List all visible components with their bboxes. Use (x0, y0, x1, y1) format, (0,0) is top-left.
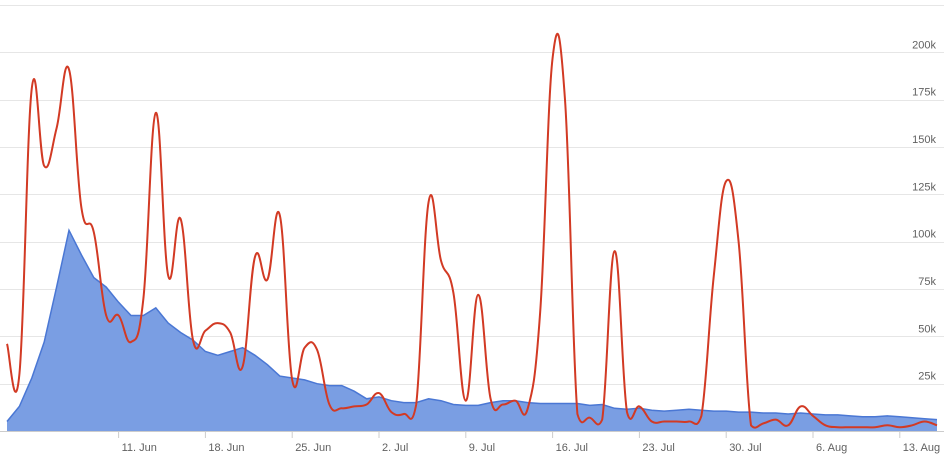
x-tick-label: 18. Jun (208, 442, 244, 454)
line-series-path (6, 33, 938, 429)
x-tick-label: 13. Aug (903, 442, 940, 454)
area-series (6, 228, 938, 431)
y-axis-labels: 25k 50k 75k 100k 125k 150k 175k 200k (912, 39, 936, 382)
x-tick-label: 30. Jul (729, 442, 761, 454)
y-tick-label: 200k (912, 39, 936, 51)
y-tick-label: 100k (912, 229, 936, 241)
area-outline (6, 228, 938, 422)
x-axis-labels: 11. Jun 18. Jun 25. Jun 2. Jul 9. Jul 16. Jul… (118, 431, 940, 454)
x-tick-label: 11. Jun (122, 442, 157, 454)
area-fill (7, 230, 937, 431)
y-tick-label: 50k (918, 323, 936, 335)
x-tick-label: 23. Jul (642, 442, 674, 454)
y-tick-label: 175k (912, 87, 936, 99)
line-series (6, 33, 938, 429)
y-tick-label: 125k (912, 181, 936, 193)
x-tick-label: 6. Aug (816, 442, 847, 454)
y-tick-label: 150k (912, 134, 936, 146)
x-tick-label: 2. Jul (382, 442, 408, 454)
x-tick-label: 25. Jun (295, 442, 331, 454)
y-tick-label: 75k (918, 276, 936, 288)
x-tick-label: 16. Jul (556, 442, 588, 454)
x-tick-label: 9. Jul (469, 442, 495, 454)
y-tick-label: 25k (918, 371, 936, 383)
